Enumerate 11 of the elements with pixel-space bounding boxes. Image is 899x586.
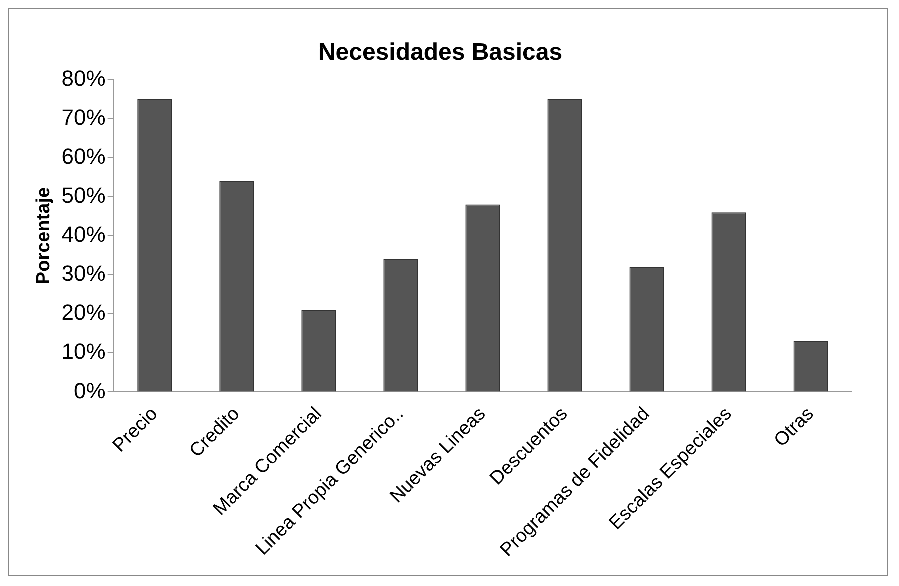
y-tick-label: 50% (62, 183, 106, 208)
y-tick-label: 40% (62, 222, 106, 248)
y-tick-label: 0% (74, 378, 106, 404)
y-tick-label: 10% (62, 339, 106, 364)
y-axis-title: Porcentaje (34, 187, 55, 285)
chart-title: Necesidades Basicas (318, 39, 563, 66)
y-tick-label: 70% (62, 104, 106, 130)
y-tick-label: 80% (62, 66, 106, 91)
y-tick-label: 60% (62, 144, 106, 169)
y-tick-label: 20% (62, 300, 106, 326)
y-tick-label: 30% (62, 261, 106, 286)
